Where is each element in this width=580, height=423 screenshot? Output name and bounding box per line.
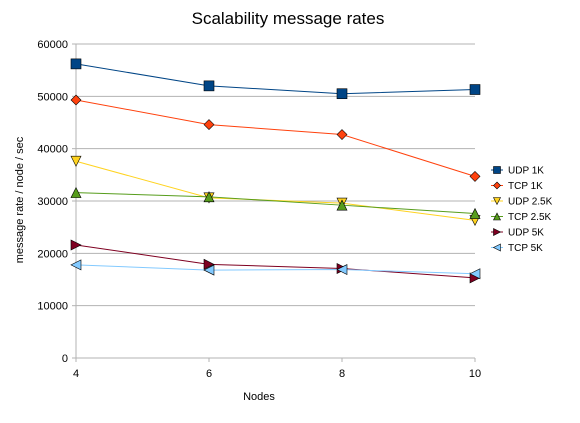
x-tick-label: 6 (206, 368, 212, 380)
data-point (469, 207, 481, 219)
chart-title: Scalability message rates (192, 9, 385, 28)
series-udp-1k (70, 58, 481, 100)
data-point (469, 268, 481, 280)
legend-swatch (493, 166, 501, 174)
legend-entry: TCP 5K (491, 243, 543, 254)
data-point (336, 199, 348, 211)
series-line (75, 63, 476, 95)
series-tcp-2-5k (70, 186, 481, 219)
series-layer (70, 58, 481, 284)
axes (72, 43, 476, 362)
legend-swatch (493, 197, 501, 206)
data-point (70, 259, 82, 271)
x-tick-label: 8 (339, 368, 345, 380)
legend-label: UDP 5K (508, 228, 544, 239)
y-tick-label: 0 (62, 353, 68, 365)
legend-entry: UDP 1K (491, 166, 544, 177)
data-point (70, 239, 82, 251)
legend-label: UDP 1K (508, 166, 544, 177)
y-tick-label: 40000 (37, 144, 68, 156)
legend-entry: TCP 1K (491, 181, 543, 192)
data-point (203, 264, 215, 276)
legend-swatch (493, 212, 501, 221)
data-point (70, 155, 82, 167)
legend-entry: TCP 2.5K (491, 212, 551, 223)
series-tcp-5k (70, 259, 481, 280)
data-point (203, 191, 215, 203)
data-point (336, 129, 348, 140)
series-line (75, 99, 476, 177)
y-tick-label: 50000 (37, 91, 68, 103)
x-axis-label: Nodes (243, 391, 275, 403)
legend-swatch (493, 228, 502, 236)
y-axis-label: message rate / node / sec (14, 136, 26, 263)
data-point (70, 94, 82, 106)
series-line (75, 244, 476, 279)
data-point (203, 119, 215, 131)
y-tick-label: 60000 (37, 39, 68, 51)
y-tick-label: 20000 (37, 248, 68, 260)
data-point (70, 58, 82, 70)
x-tick-label: 4 (73, 368, 79, 380)
data-point (203, 258, 215, 270)
data-point (469, 84, 481, 95)
series-udp-5k (70, 239, 481, 284)
data-point (70, 186, 82, 198)
tick-labels: 0 10000 20000 30000 40000 50000 60000 4 6 8 10 (37, 39, 481, 380)
data-point (469, 170, 481, 182)
series-line (75, 192, 476, 215)
series-tcp-1k (70, 94, 481, 182)
data-point (203, 80, 215, 92)
x-tick-label: 10 (469, 368, 481, 380)
y-tick-label: 10000 (37, 301, 68, 313)
legend-label: TCP 2.5K (508, 212, 551, 223)
legend-label: UDP 2.5K (508, 197, 553, 208)
legend-swatch (492, 243, 501, 252)
data-point (336, 88, 348, 100)
legend-entry: UDP 2.5K (491, 197, 553, 208)
legend: UDP 1K TCP 1K UDP 2.5K TCP 2.5K UDP 5K TCP 5K (491, 166, 553, 254)
series-udp-2-5k (70, 155, 481, 227)
series-line (75, 160, 476, 221)
legend-swatch (493, 181, 501, 190)
series-line (75, 264, 476, 275)
legend-entry: UDP 5K (491, 228, 544, 239)
data-point (336, 264, 348, 276)
y-tick-label: 30000 (37, 196, 68, 208)
legend-label: TCP 5K (508, 243, 543, 254)
legend-label: TCP 1K (508, 181, 543, 192)
